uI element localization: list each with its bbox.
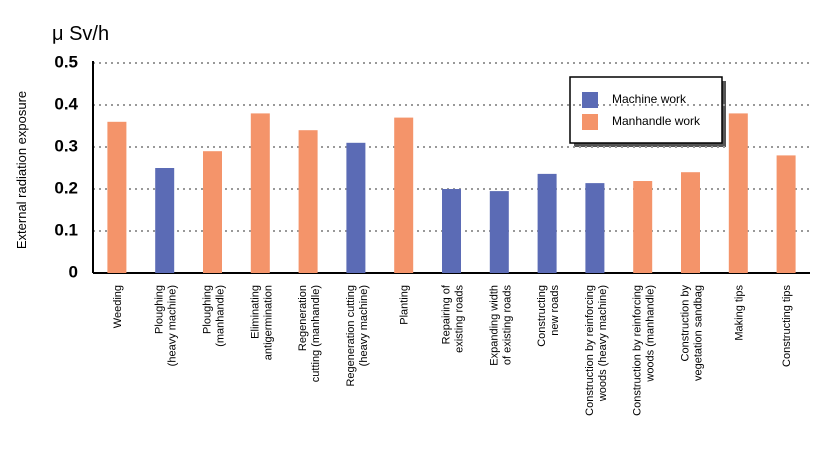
bar [489, 191, 509, 273]
x-tick-label: Ploughing(manhandle) [202, 285, 227, 347]
bar [155, 168, 175, 273]
bar [107, 121, 127, 273]
bar [298, 130, 318, 273]
y-tick-label: 0 [69, 262, 78, 281]
legend-label: Machine work [612, 92, 687, 106]
y-tick-label: 0.5 [54, 52, 78, 71]
bar [681, 172, 700, 273]
legend-box [569, 76, 723, 144]
bar [203, 151, 222, 273]
x-tick-label: Expanding widthof existing roads [488, 285, 513, 366]
x-tick-label: Planting [399, 285, 411, 325]
bar [346, 142, 366, 273]
x-tick-label: Construction by reinforcingwoods (heavy … [584, 285, 609, 416]
legend-label: Manhandle work [612, 114, 701, 128]
x-tick-label: Eliminatingantigermination [249, 285, 274, 360]
bar [250, 113, 270, 274]
x-tick-label: Construction by reinforcingwoods (manhan… [632, 285, 657, 416]
y-tick-label: 0.4 [54, 94, 78, 113]
y-tick-label: 0.1 [54, 220, 78, 239]
x-tick-label: Weeding [112, 285, 124, 328]
x-tick-label: Repairing ofexisting roads [441, 284, 466, 353]
legend-swatch [582, 92, 598, 108]
bar [633, 181, 653, 273]
y-axis-label: External radiation exposure [14, 91, 29, 249]
x-tick-label: Construction byvegetation sandbag [680, 285, 705, 382]
bar [394, 117, 414, 273]
y-tick-label: 0.2 [54, 178, 78, 197]
x-tick-label: Regenerationcutting (manhandle) [297, 285, 322, 382]
y-tick-label: 0.3 [54, 136, 78, 155]
x-tick-label: Making tips [733, 285, 745, 341]
bar [442, 189, 461, 273]
bar [585, 183, 605, 273]
bar [776, 155, 796, 273]
unit-label: μ Sv/h [52, 23, 109, 45]
bar [728, 113, 748, 274]
bar [537, 173, 557, 273]
legend-swatch [582, 114, 598, 130]
x-tick-label: Constructing tips [781, 285, 793, 367]
x-tick-label: Regeneration cutting(heavy machine) [345, 285, 370, 387]
x-tick-label: Ploughing(heavy machine) [154, 285, 179, 366]
x-tick-label: Constructingnew roads [536, 285, 561, 347]
